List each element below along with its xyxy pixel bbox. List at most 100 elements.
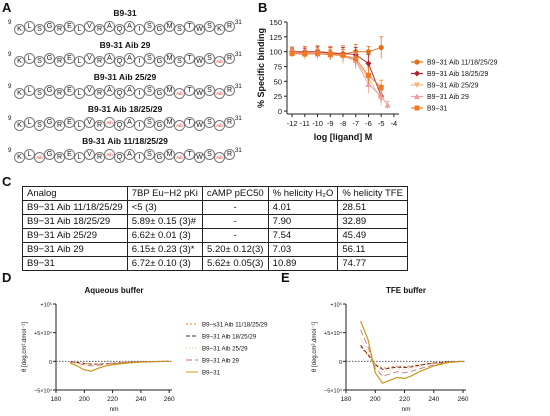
- panel-label-a: A: [2, 0, 12, 15]
- legend-marker: [414, 93, 420, 99]
- binding-curve-chart: 0 25 50 75 100 125 150 -12 -11 -10 -9 -8 -7 -6 -5 -4 log…: [256, 18, 498, 142]
- legend-marker: [414, 105, 420, 111]
- sequence-end-number: 31: [235, 20, 242, 26]
- x-tick-label: -10: [312, 119, 323, 128]
- table-cell: B9−31 Aib 11/18/25/29: [22, 200, 128, 215]
- y-tick-label: +10⁵: [40, 302, 52, 309]
- data-point: [378, 44, 384, 51]
- sequence-start-number: 9: [8, 116, 12, 122]
- y-axis-label: θ [deg.cm².dmol⁻¹]: [312, 322, 318, 372]
- x-tick-label: 200: [370, 396, 381, 403]
- sequence-end-number: 31: [235, 52, 242, 58]
- table-cell: 6.72± 0.10 (3): [126, 256, 203, 271]
- sequence-end-number: 31: [235, 148, 242, 154]
- table-cell: 10.89: [267, 256, 339, 271]
- data-point: [384, 102, 391, 108]
- y-tick-label: 0: [278, 107, 282, 116]
- peptide-title: B9-31 Aib 18/25/29: [87, 104, 163, 114]
- panel-label-c: C: [2, 174, 12, 189]
- table-cell: 7.54: [267, 228, 339, 243]
- legend-label: B9−31 Aib 25/29: [202, 346, 248, 353]
- x-tick-label: -7: [352, 119, 359, 128]
- sequence-end-number: 31: [235, 84, 242, 90]
- x-tick-label: 240: [135, 396, 146, 403]
- header-pec50: cAMP pEC50: [201, 186, 269, 201]
- x-tick-label: 220: [107, 396, 118, 403]
- legend-label: B9−31 Aib 11/18/25/29: [427, 60, 498, 67]
- x-tick-label: 260: [164, 396, 175, 403]
- spectrum-line: [69, 360, 170, 372]
- y-tick-label: 0: [339, 360, 342, 366]
- amino-acid-residue: R: [224, 53, 235, 64]
- table-cell: 7.90: [267, 214, 339, 229]
- peptide-sequence: 9 K L S G R E L V R A Q A I S G M S T W S Aib R 31: [8, 52, 258, 68]
- amino-acid-residue: R: [224, 149, 235, 160]
- table-cell: B9−31 Aib 29: [22, 242, 128, 257]
- y-tick-label: −5×10⁴: [324, 388, 343, 395]
- legend-label: B9−31 Aib 25/29: [427, 83, 479, 90]
- data-point: [365, 81, 372, 87]
- peptide-title: B9-31 Aib 29: [99, 40, 151, 50]
- table-row: B9−31 Aib 29 6.15± 0.23 (3)* 5.20± 0.12(3)…: [22, 242, 408, 257]
- peptide-sequence: 9 K L S G R E L V R Aib Q A I S G M Aib T W S Aib R 31: [8, 116, 258, 132]
- amino-acid-residue: R: [224, 117, 235, 128]
- data-point: [327, 52, 333, 58]
- y-tick-label: 0: [49, 360, 52, 366]
- x-tick-label: 180: [341, 396, 352, 403]
- data-point: [289, 50, 295, 56]
- peptide-title: B9-31: [113, 8, 137, 18]
- sequence-start-number: 9: [8, 84, 12, 90]
- chart-title: TFE buffer: [386, 286, 426, 295]
- table-cell: -: [201, 214, 269, 229]
- table-row: B9−31 6.72± 0.10 (3) 5.62± 0.05(3) 10.89 74.…: [22, 256, 408, 271]
- x-tick-label: 240: [428, 396, 439, 403]
- x-tick-label: -12: [287, 119, 298, 128]
- y-tick-label: 75: [274, 63, 282, 72]
- y-tick-label: 50: [274, 77, 282, 86]
- x-axis-label: nm: [401, 406, 410, 413]
- peptide-sequence: 9 K L S G R E L V R A Q A I S G M S T W S K R 31: [8, 20, 258, 36]
- series-line: [292, 51, 388, 106]
- x-tick-label: -5: [378, 119, 385, 128]
- legend-marker: [414, 70, 420, 77]
- table-header-row: Analog 7BP Eu−H2 pKi cAMP pEC50 % helici…: [22, 186, 408, 201]
- peptide-title: B9-31 Aib 11/18/25/29: [82, 136, 168, 146]
- x-tick-label: -11: [300, 119, 310, 128]
- x-tick-label: 260: [458, 396, 469, 403]
- amino-acid-residue: R: [224, 21, 235, 32]
- y-axis-label: % Specific binding: [256, 28, 266, 108]
- table-row: B9−31 Aib 25/29 6.62± 0.01 (3) -7.54 45.49: [22, 228, 408, 243]
- sequence-start-number: 9: [8, 20, 12, 26]
- table-cell: B9−31 Aib 25/29: [22, 228, 128, 243]
- table-cell: 6.62± 0.01 (3): [126, 228, 203, 243]
- data-point: [302, 51, 308, 57]
- table-cell: <5 (3): [126, 200, 203, 215]
- data-point: [365, 60, 372, 67]
- header-helicity-tfe: % helicity TFE: [337, 186, 408, 201]
- legend-label: B9−31 Aib 29: [427, 94, 469, 101]
- table-cell: 5.20± 0.12(3): [201, 242, 269, 257]
- legend-label: B9−31 Aib 29: [202, 358, 240, 365]
- table-cell: 6.15± 0.23 (3)*: [126, 242, 203, 257]
- x-tick-label: 200: [79, 396, 90, 403]
- table-cell: B9−31 Aib 18/25/29: [22, 214, 128, 229]
- x-tick-label: -4: [391, 119, 398, 128]
- table-cell: 56.11: [337, 242, 408, 257]
- y-tick-label: +5×10⁴: [34, 330, 53, 337]
- panel-label-b: B: [258, 0, 268, 15]
- amino-acid-residue: R: [224, 85, 235, 96]
- table-cell: -: [201, 200, 269, 215]
- analog-data-table: Analog 7BP Eu−H2 pKi cAMP pEC50 % helici…: [22, 186, 408, 271]
- header-analog: Analog: [22, 186, 128, 201]
- legend-marker: [414, 59, 420, 65]
- panel-label-e: E: [281, 270, 290, 285]
- y-tick-label: 25: [274, 92, 282, 101]
- sequence-start-number: 9: [8, 148, 12, 154]
- table-cell: 74.77: [337, 256, 408, 271]
- spectrum-line: [360, 329, 464, 377]
- x-axis-label: nm: [109, 406, 118, 413]
- spectrum-line: [360, 320, 464, 384]
- y-tick-label: 150: [269, 18, 282, 27]
